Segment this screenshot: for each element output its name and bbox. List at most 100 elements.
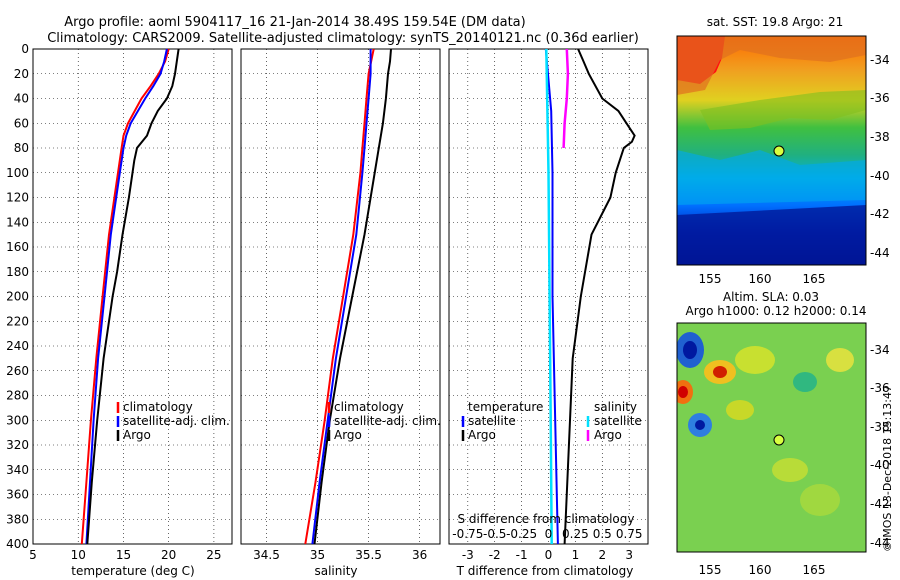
sla-map-title1: Altim. SLA: 0.03 — [723, 290, 819, 304]
s-diff-tick-label: 0.5 — [593, 527, 612, 541]
sla-lat-tick: -38 — [870, 420, 890, 434]
header-line2: Climatology: CARS2009. Satellite-adjuste… — [47, 31, 639, 46]
s-diff-tick-label: -0.75 — [452, 527, 483, 541]
series-line-satellite-adj-clim- — [311, 49, 372, 545]
sla-map — [677, 323, 866, 552]
sst-lat-tick: -42 — [870, 207, 890, 221]
sst-lat-tick: -38 — [870, 130, 890, 144]
legend-title-temperature: temperature — [468, 400, 543, 414]
sla-lat-tick: -36 — [870, 381, 890, 395]
legend-title-salinity: salinity — [594, 400, 637, 414]
sst-map-frame — [676, 35, 867, 266]
sla-map-frame — [676, 322, 867, 553]
x-tick-label: 3 — [625, 548, 633, 562]
header-line1: Argo profile: aoml 5904117_16 21-Jan-201… — [64, 15, 525, 30]
difference-legend: temperature satellite Argo salinity sate… — [461, 400, 642, 442]
s-difference-tick-labels: -0.75 -0.5 -0.25 0 0.25 0.5 0.75 — [452, 527, 642, 541]
depth-tick-label: 200 — [6, 290, 29, 304]
series-line-temperature-satellite — [544, 48, 559, 545]
x-tick-label: 35 — [310, 548, 325, 562]
sla-map-title2: Argo h1000: 0.12 h2000: 0.14 — [686, 304, 867, 318]
series-line-salinity-satellite — [545, 48, 553, 545]
legend-label-sal-argo: Argo — [594, 428, 622, 442]
salinity-legend: climatology satellite-adj. clim. Argo — [327, 400, 441, 442]
x-tick-label: -2 — [489, 548, 501, 562]
s-diff-tick-label: -0.25 — [506, 527, 537, 541]
legend-label-argo: Argo — [123, 428, 151, 442]
sla-lat-tick: -40 — [870, 458, 890, 472]
sst-lat-tick: -40 — [870, 169, 890, 183]
x-tick-label: 20 — [161, 548, 176, 562]
legend-label-temp-satellite: satellite — [468, 414, 516, 428]
x-tick-label: 1 — [572, 548, 580, 562]
depth-tick-label: 60 — [14, 116, 29, 130]
legend-label-climatology: climatology — [123, 400, 193, 414]
sst-lon-tick: 165 — [803, 272, 826, 286]
legend-label-satellite: satellite-adj. clim. — [334, 414, 441, 428]
depth-tick-label: 320 — [6, 438, 29, 452]
legend-label-temp-argo: Argo — [468, 428, 496, 442]
temperature-legend: climatology satellite-adj. clim. Argo — [116, 400, 230, 442]
depth-tick-label: 40 — [14, 92, 29, 106]
x-tick-labels: 5 10 15 20 25 34.5 35 35.5 36 -3 -2 -1 0 1 2 3 — [29, 548, 633, 562]
depth-tick-label: 0 — [21, 42, 29, 56]
difference-xlabel: T difference from climatology — [456, 564, 634, 578]
s-diff-tick-label: -0.5 — [483, 527, 506, 541]
s-diff-tick-label: 0.75 — [616, 527, 643, 541]
depth-tick-label: 220 — [6, 314, 29, 328]
sla-lat-tick: -42 — [870, 497, 890, 511]
depth-tick-label: 80 — [14, 141, 29, 155]
sla-lon-tick: 165 — [803, 563, 826, 577]
salinity-panel — [240, 48, 441, 545]
depth-tick-label: 400 — [6, 537, 29, 551]
depth-tick-label: 380 — [6, 512, 29, 526]
salinity-xlabel: salinity — [314, 564, 357, 578]
x-tick-label: 15 — [116, 548, 131, 562]
sst-orange-band — [677, 36, 866, 95]
depth-tick-label: 180 — [6, 265, 29, 279]
x-tick-label: -1 — [516, 548, 528, 562]
series-line-satellite-adj-clim- — [85, 48, 168, 545]
sst-lat-tick: -44 — [870, 246, 890, 260]
s-difference-title: S difference from climatology — [458, 512, 635, 526]
x-tick-label: 10 — [71, 548, 86, 562]
x-tick-label: 2 — [598, 548, 606, 562]
x-tick-label: 35.5 — [355, 548, 382, 562]
map-tick-labels: 155 155 160 160 165 165 -34 -34 -36 -36 -38 -38 -40 -… — [699, 53, 890, 577]
x-tick-label: 34.5 — [253, 548, 280, 562]
s-diff-tick-label: 0 — [545, 527, 553, 541]
sla-lat-tick: -44 — [870, 536, 890, 550]
sla-lat-tick: -34 — [870, 343, 890, 357]
sst-front-band — [700, 90, 866, 130]
depth-tick-label: 360 — [6, 488, 29, 502]
x-tick-label: -3 — [462, 548, 474, 562]
legend-label-argo: Argo — [334, 428, 362, 442]
sst-map — [677, 36, 866, 265]
profile-lines — [80, 48, 636, 545]
legend-label-climatology: climatology — [334, 400, 404, 414]
sst-lon-tick: 160 — [749, 272, 772, 286]
legend-label-satellite: satellite-adj. clim. — [123, 414, 230, 428]
x-tick-label: 36 — [412, 548, 427, 562]
depth-tick-label: 340 — [6, 463, 29, 477]
series-line-salinity-argo — [562, 48, 570, 149]
depth-tick-label: 240 — [6, 339, 29, 353]
depth-tick-label: 280 — [6, 389, 29, 403]
x-tick-label: 5 — [29, 548, 37, 562]
series-line-temperature-argo — [563, 48, 636, 545]
depth-tick-label: 300 — [6, 413, 29, 427]
sst-cold-band — [677, 205, 866, 265]
legend-label-sal-satellite: satellite — [594, 414, 642, 428]
s-diff-tick-label: 0.25 — [562, 527, 589, 541]
grid-lines — [33, 49, 648, 544]
depth-tick-label: 120 — [6, 191, 29, 205]
series-line-climatology — [304, 48, 375, 545]
sst-lon-tick: 155 — [699, 272, 722, 286]
sla-lon-tick: 160 — [749, 563, 772, 577]
x-tick-label: 0 — [545, 548, 553, 562]
depth-tick-label: 260 — [6, 364, 29, 378]
depth-tick-label: 140 — [6, 215, 29, 229]
depth-tick-label: 100 — [6, 166, 29, 180]
sst-lat-tick: -34 — [870, 53, 890, 67]
